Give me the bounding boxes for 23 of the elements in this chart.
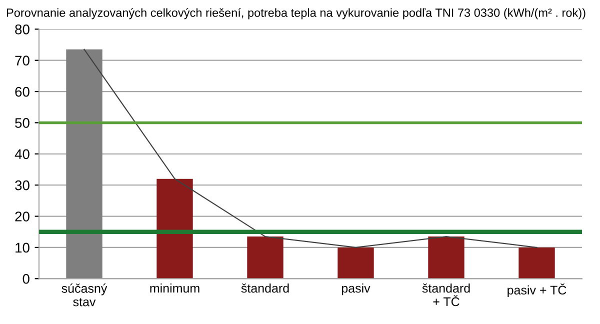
y-tick-label: 40 [14, 149, 30, 160]
bar [66, 49, 102, 279]
bar [428, 236, 464, 279]
x-tick-label: pasiv + TČ [508, 284, 566, 298]
y-tick-label: 10 [16, 242, 30, 253]
y-tick-label: 30 [15, 180, 30, 190]
x-tick-label: pasiv [342, 284, 370, 296]
x-tick-label: súčasný stav [62, 284, 108, 306]
y-tick-label: 80 [15, 24, 30, 34]
y-tick-label: 70 [15, 56, 30, 66]
bar [156, 178, 193, 279]
y-tick-label: 60 [15, 86, 30, 97]
bar [338, 247, 374, 279]
y-tick-label: 20 [15, 212, 30, 222]
x-tick-label: štandard + TČ [422, 283, 470, 306]
x-tick-label: minimum [150, 284, 200, 293]
y-tick-label: 0 [22, 274, 30, 284]
y-tick-label: 50 [15, 118, 30, 128]
x-tick-label: štandard [241, 283, 289, 293]
bar [518, 247, 555, 279]
line-series [84, 48, 538, 248]
bar [247, 236, 284, 279]
chart-title: Porovnanie analyzovaných celkových riešení, potreba tepla na vykurovanie podľa TNI 73 0330 (kWh/(m² . rok)) [6, 8, 586, 20]
